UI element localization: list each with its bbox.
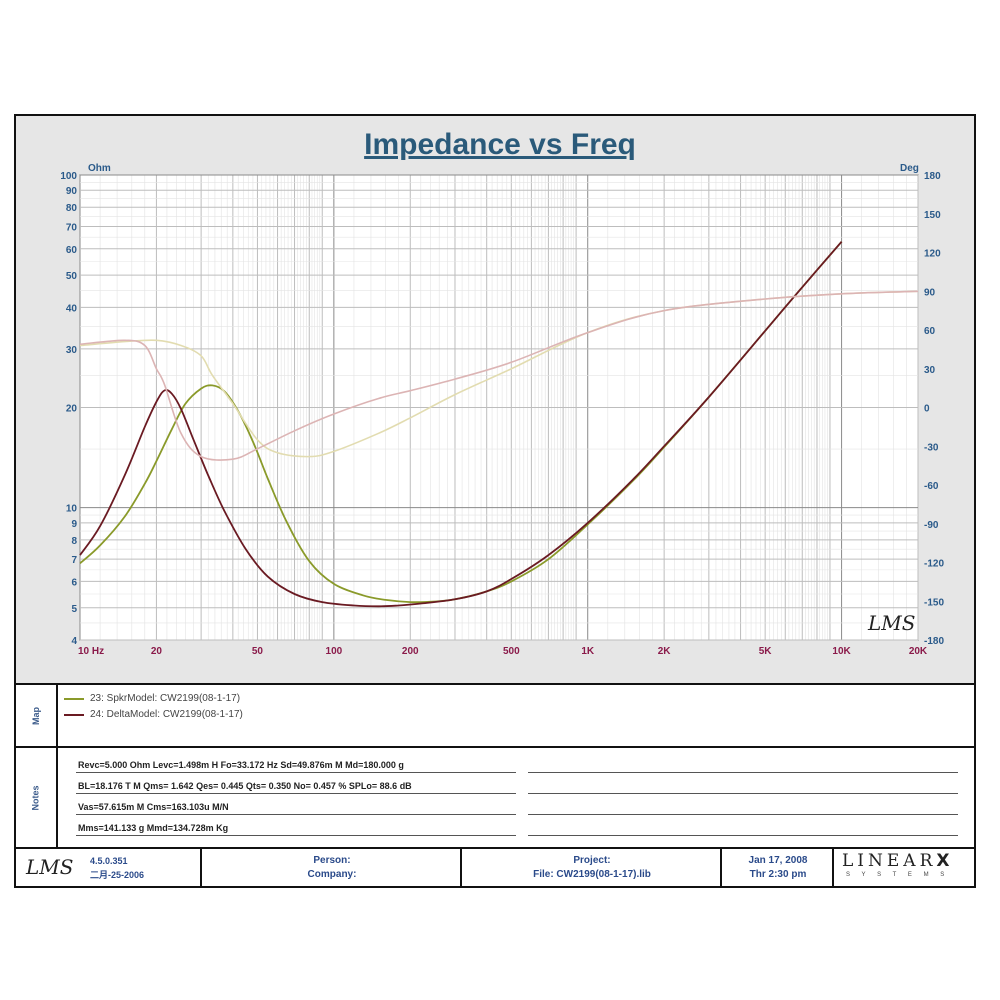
brand-logo: LINEARX [842, 851, 953, 871]
version-date: 二月-25-2006 [90, 870, 145, 880]
note-line-2: BL=18.176 T M Qms= 1.642 Qes= 0.445 Qts=… [78, 781, 412, 791]
note-rule [528, 793, 958, 794]
legend-label-delta: 24: DeltaModel: CW2199(08-1-17) [90, 709, 243, 720]
notes-panel: Notes Revc=5.000 Ohm Levc=1.498m H Fo=33… [16, 746, 974, 848]
impedance-plot: 10 Hz 20 50 100 200 500 1K 2K 5K 10K 20K4567891020… [60, 163, 944, 657]
footer-brand-cell: LINEARX S Y S T E M S [834, 849, 972, 886]
x-tick-label: 200 [402, 646, 419, 657]
y-tick-label: 6 [71, 577, 77, 588]
y2-tick-label: -150 [924, 597, 944, 608]
note-rule [76, 814, 516, 815]
y2-tick-label: 60 [924, 326, 936, 337]
note-line-3: Vas=57.615m M Cms=163.103u M/N [78, 802, 229, 812]
x-tick-label: 500 [503, 646, 520, 657]
note-rule [76, 793, 516, 794]
x-tick-label: 50 [252, 646, 264, 657]
y2-tick-label: 0 [924, 404, 930, 415]
legend-swatch-spkr [64, 697, 84, 700]
tick-labels: 10 Hz 20 50 100 200 500 1K 2K 5K 10K 20K4567891020… [60, 171, 944, 657]
y-tick-label: 80 [66, 203, 78, 214]
y-tick-label: 4 [71, 636, 77, 647]
y2-tick-label: 180 [924, 171, 941, 182]
x-tick-label: 20K [909, 646, 928, 657]
project-label: Project: [573, 855, 611, 866]
y-tick-label: 10 [66, 504, 78, 515]
x-tick-label: 2K [658, 646, 672, 657]
footer-date: Jan 17, 2008 [748, 855, 808, 866]
y-tick-label: 8 [71, 536, 77, 547]
left-axis-unit: Ohm [88, 163, 111, 174]
version-text: 4.5.0.351 [90, 856, 128, 866]
y-tick-label: 40 [66, 303, 78, 314]
brand-sub: S Y S T E M S [846, 872, 950, 878]
map-side-label: Map [16, 685, 58, 747]
lms-watermark: LMS [867, 611, 915, 635]
y-tick-label: 60 [66, 245, 78, 256]
y2-tick-label: 30 [924, 365, 936, 376]
chart-title: Impedance vs Freq [364, 128, 636, 161]
y2-tick-label: 150 [924, 210, 941, 221]
map-panel: Map 23: SpkrModel: CW2199(08-1-17) 24: D… [16, 683, 974, 747]
note-rule [76, 835, 516, 836]
y-tick-label: 5 [71, 604, 77, 615]
note-rule [528, 814, 958, 815]
series-lines [79, 241, 919, 608]
legend-label-spkr: 23: SpkrModel: CW2199(08-1-17) [90, 693, 241, 704]
footer-time: Thr 2:30 pm [749, 869, 807, 880]
y2-tick-label: -60 [924, 481, 939, 492]
y2-tick-label: -90 [924, 520, 939, 531]
note-line-1: Revc=5.000 Ohm Levc=1.498m H Fo=33.172 H… [78, 760, 404, 770]
y-tick-label: 7 [71, 555, 77, 566]
footer-version-cell: LMS 4.5.0.351 二月-25-2006 [16, 849, 202, 886]
legend-swatch-delta [64, 713, 84, 716]
x-tick-label: 10 Hz [78, 646, 104, 657]
y-tick-label: 100 [60, 171, 77, 182]
note-line-4: Mms=141.133 g Mmd=134.728m Kg [78, 823, 229, 833]
x-tick-label: 5K [759, 646, 773, 657]
y-tick-label: 20 [66, 404, 78, 415]
y2-tick-label: -120 [924, 559, 944, 570]
notes-side-label: Notes [16, 748, 58, 848]
x-tick-label: 20 [151, 646, 163, 657]
note-rule [528, 835, 958, 836]
footer-date-cell: Jan 17, 2008 Thr 2:30 pm [722, 849, 834, 886]
legend-item-spkr: 23: SpkrModel: CW2199(08-1-17) [64, 693, 240, 704]
y-tick-label: 30 [66, 345, 78, 356]
person-label: Person: [313, 855, 351, 866]
y-tick-label: 50 [66, 271, 78, 282]
y2-tick-label: 120 [924, 249, 941, 260]
series-line-1 [79, 241, 843, 608]
y2-tick-label: -30 [924, 442, 939, 453]
y-tick-label: 9 [71, 519, 77, 530]
brand-text: LINEAR [842, 851, 937, 871]
series-line-3 [79, 290, 919, 461]
x-tick-label: 100 [326, 646, 343, 657]
note-rule [528, 772, 958, 773]
note-rule [76, 772, 516, 773]
lms-logo: LMS [26, 855, 74, 879]
company-label: Company: [307, 869, 357, 880]
y-tick-label: 90 [66, 186, 78, 197]
right-axis-unit: Deg [900, 163, 919, 174]
y-tick-label: 70 [66, 223, 78, 234]
brand-x: X [936, 851, 954, 871]
y2-tick-label: -180 [924, 636, 944, 647]
x-tick-label: 1K [581, 646, 595, 657]
footer-project-cell: Project: File: CW2199(08-1-17).lib [462, 849, 722, 886]
file-label: File: CW2199(08-1-17).lib [533, 869, 651, 880]
legend-item-delta: 24: DeltaModel: CW2199(08-1-17) [64, 709, 243, 720]
footer: LMS 4.5.0.351 二月-25-2006 Person: Company… [16, 847, 974, 886]
y2-tick-label: 90 [924, 287, 936, 298]
footer-person-cell: Person: Company: [202, 849, 462, 886]
x-tick-label: 10K [832, 646, 851, 657]
